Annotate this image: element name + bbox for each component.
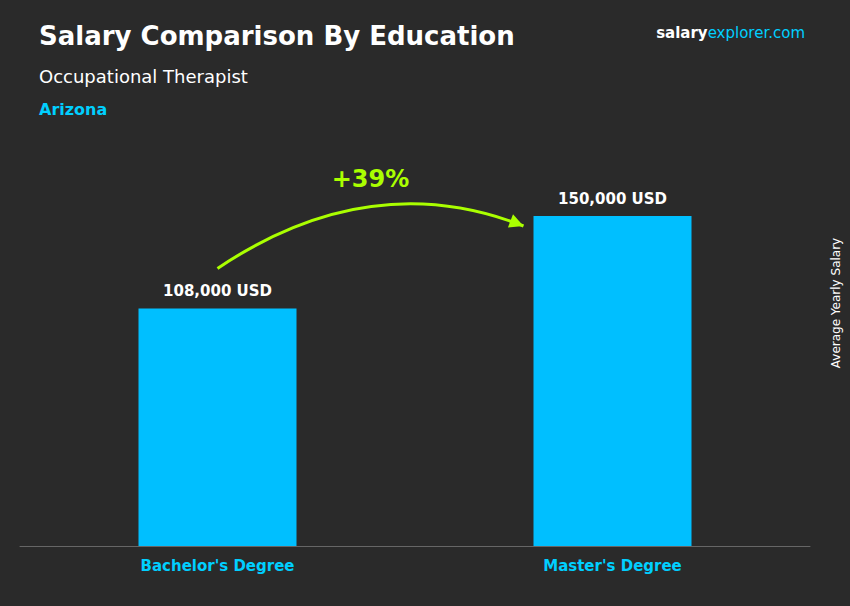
svg-text:Bachelor's Degree: Bachelor's Degree xyxy=(141,557,295,575)
svg-text:Average Yearly Salary: Average Yearly Salary xyxy=(829,238,843,368)
svg-text:Master's Degree: Master's Degree xyxy=(543,557,682,575)
svg-text:+39%: +39% xyxy=(332,165,410,193)
svg-text:Arizona: Arizona xyxy=(39,100,107,119)
svg-text:108,000 USD: 108,000 USD xyxy=(163,282,272,300)
svg-text:salary: salary xyxy=(656,24,708,42)
svg-text:Occupational Therapist: Occupational Therapist xyxy=(39,66,248,87)
svg-text:150,000 USD: 150,000 USD xyxy=(558,190,667,208)
svg-text:explorer.com: explorer.com xyxy=(708,24,805,42)
svg-text:Salary Comparison By Education: Salary Comparison By Education xyxy=(39,21,515,51)
